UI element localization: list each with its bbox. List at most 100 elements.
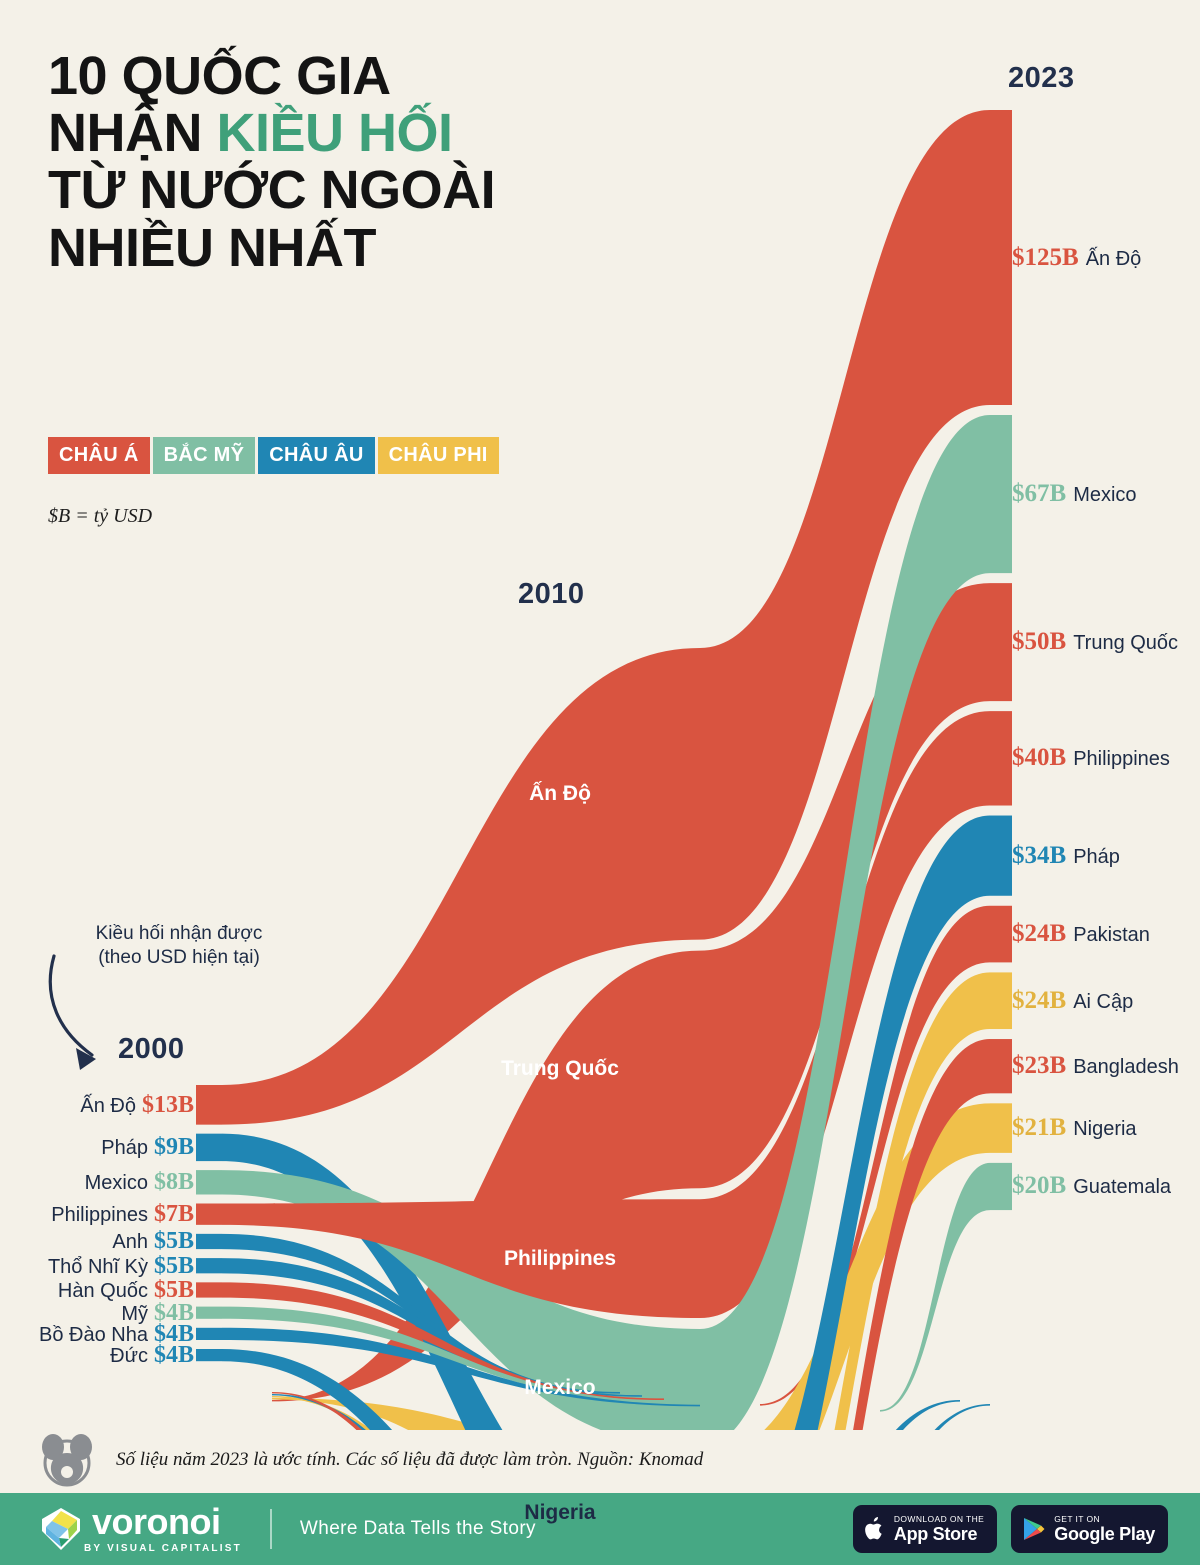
legend-item-asia: CHÂU Á: [48, 437, 150, 474]
sankey-node-2023: [990, 905, 1012, 963]
sankey-flow: [700, 415, 990, 1430]
country-name: Pháp: [101, 1137, 148, 1160]
sankey-node-2023: [990, 415, 1012, 574]
country-name: Mexico: [84, 1172, 148, 1195]
sankey-node-2023: [990, 1039, 1012, 1094]
region-legend: CHÂU Á BẮC MỸ CHÂU ÂU CHÂU PHI: [48, 437, 499, 474]
country-name: Thổ Nhĩ Kỳ: [47, 1255, 148, 1278]
sankey-flow: [700, 110, 990, 940]
country-value: $8B: [153, 1169, 194, 1196]
country-value: $67B: [1012, 480, 1067, 508]
sankey-node-2000: [196, 1282, 222, 1298]
country-value: $13B: [141, 1091, 194, 1118]
sankey-flow: [222, 648, 700, 1125]
label-2000-5: Anh $5B: [112, 1228, 194, 1255]
sankey-node-2000: [196, 1133, 222, 1162]
sankey-node-2023: [990, 583, 1012, 702]
app-store-badge[interactable]: Download on the App Store: [852, 1505, 998, 1553]
label-2023-9: $21B Nigeria: [1012, 1114, 1137, 1142]
footnote-row: Số liệu năm 2023 là ước tính. Các số liệ…: [36, 1420, 1036, 1500]
country-value: $125B: [1012, 243, 1079, 271]
country-name: Bồ Đào Nha: [39, 1323, 148, 1346]
sankey-node-2000: [196, 1306, 222, 1319]
google-play-icon: [1024, 1518, 1045, 1540]
country-value: $24B: [1012, 920, 1067, 948]
legend-item-north-america: BẮC MỸ: [152, 437, 256, 474]
app-store-big-text: App Store: [893, 1524, 978, 1545]
country-value: $7B: [153, 1201, 194, 1228]
sankey-flow: [222, 1282, 664, 1400]
brand-logo-group[interactable]: voronoi BY VISUAL CAPITALIST: [38, 1504, 242, 1554]
sankey-flow: [896, 1400, 960, 1430]
google-play-badge[interactable]: GET IT ON Google Play: [1011, 1505, 1168, 1553]
brand-tagline: Where Data Tells the Story: [299, 1518, 536, 1539]
country-name: Mexico: [1073, 484, 1137, 507]
country-value: $34B: [1012, 841, 1067, 869]
sankey-node-2000: [196, 1258, 222, 1274]
sankey-node-2023: [990, 711, 1012, 806]
country-name: Đức: [110, 1345, 148, 1368]
country-value: $5B: [153, 1228, 194, 1255]
sankey-node-2023: [990, 815, 1012, 896]
label-2000-4: Philippines $7B: [51, 1201, 194, 1228]
title-line-3: TỪ NƯỚC NGOÀI: [48, 160, 496, 221]
google-play-big-text: Google Play: [1054, 1524, 1155, 1545]
country-value: $9B: [153, 1134, 194, 1161]
country-value: $4B: [153, 1320, 194, 1347]
google-play-small-text: GET IT ON: [1054, 1513, 1101, 1524]
label-2000-8: Mỹ $4B: [121, 1300, 194, 1327]
country-value: $50B: [1012, 628, 1067, 656]
title-line-1: 10 QUỐC GIA: [48, 46, 391, 106]
brand-subtitle: BY VISUAL CAPITALIST: [84, 1543, 242, 1554]
store-badges: Download on the App Store GET IT ON Goog…: [852, 1505, 1168, 1553]
label-2000-7: Hàn Quốc $5B: [58, 1277, 194, 1304]
country-name: Pháp: [1073, 845, 1120, 868]
label-2000-10: Đức $4B: [110, 1342, 194, 1369]
country-name: Pakistan: [1073, 924, 1150, 947]
label-2023-1: $125B Ấn Độ: [1012, 244, 1141, 272]
sankey-flow: [794, 815, 990, 1430]
sankey-node-2023: [990, 1103, 1012, 1153]
unit-note: $B = tỷ USD: [48, 505, 153, 527]
label-2000-9: Bồ Đào Nha $4B: [39, 1321, 194, 1348]
sankey-node-2000: [196, 1203, 222, 1225]
sankey-node-2000: [196, 1170, 222, 1195]
label-2023-2: $67B Mexico: [1012, 480, 1137, 508]
footnote-text: Số liệu năm 2023 là ước tính. Các số liệ…: [116, 1449, 704, 1470]
sankey-flow: [272, 1392, 362, 1430]
country-name: Ai Cập: [1073, 990, 1134, 1013]
voronoi-logo-icon: [42, 1508, 80, 1550]
country-name: Nigeria: [1073, 1118, 1137, 1141]
legend-item-africa: CHÂU PHI: [377, 437, 499, 474]
sankey-node-2000: [196, 1349, 222, 1362]
country-value: $21B: [1012, 1114, 1067, 1142]
country-name: Ấn Độ: [80, 1094, 136, 1117]
sankey-flow: [272, 950, 700, 1402]
label-2023-4: $40B Philippines: [1012, 744, 1170, 772]
sankey-flow: [760, 905, 990, 1406]
label-2000-2: Pháp $9B: [101, 1134, 194, 1161]
sankey-ribbons: [222, 110, 990, 1430]
sankey-flow: [700, 711, 990, 1318]
country-value: $4B: [153, 1299, 194, 1326]
country-name: Hàn Quốc: [57, 1279, 148, 1302]
country-value: $24B: [1012, 986, 1067, 1014]
year-label-2010: 2010: [518, 578, 585, 610]
page-title: 10 QUỐC GIA NHẬN KIỀU HỐI TỪ NƯỚC NGOÀI …: [48, 46, 688, 277]
sankey-flow: [880, 1162, 990, 1412]
brand-divider: [269, 1509, 272, 1549]
sankey-node-2023: [990, 972, 1012, 1030]
label-2023-8: $23B Bangladesh: [1012, 1052, 1179, 1080]
label-2023-7: $24B Ai Cập: [1012, 987, 1133, 1015]
sankey-node-2023: [990, 1162, 1012, 1211]
label-2023-3: $50B Trung Quốc: [1012, 628, 1178, 656]
brand-bar: voronoi BY VISUAL CAPITALIST Where Data …: [0, 1493, 1200, 1565]
brand-name: voronoi: [92, 1501, 221, 1542]
sankey-node-2000: [196, 1233, 222, 1250]
label-2000-3: Mexico $8B: [85, 1169, 194, 1196]
sankey-flow: [834, 972, 990, 1430]
sankey-flow: [222, 1258, 642, 1397]
sankey-flow: [934, 1404, 990, 1430]
annotation-text: Kiều hối nhận được (theo USD hiện tại): [64, 922, 294, 971]
country-name: Ấn Độ: [1085, 247, 1142, 270]
